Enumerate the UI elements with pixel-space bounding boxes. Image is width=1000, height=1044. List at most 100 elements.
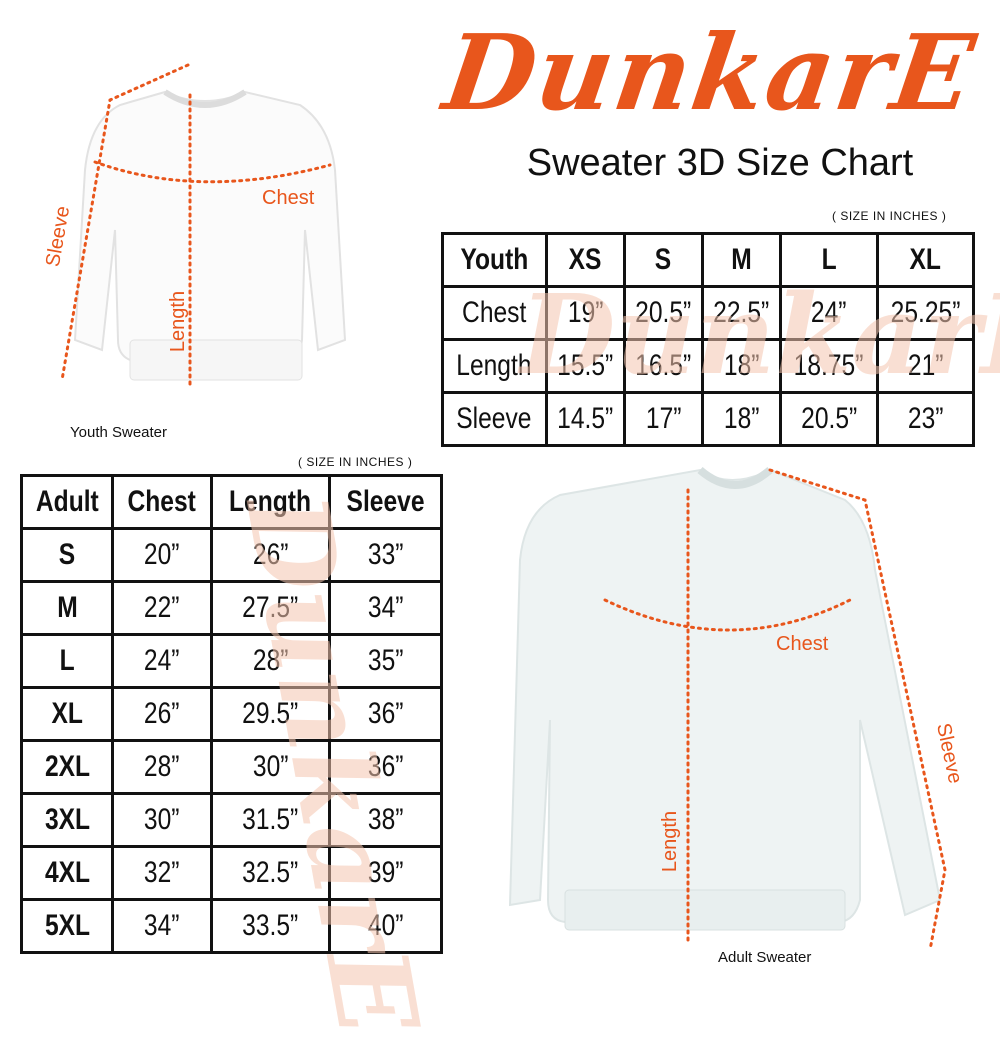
header-cell: Youth [441,232,548,288]
header-text: Sleeve [346,485,425,518]
adult-length-label: Length [659,810,682,873]
value-cell: 26” [111,686,213,742]
cell-text: 38” [367,803,404,836]
value-cell: 18” [700,391,783,447]
youth-sweater-image [73,89,347,381]
cell-text: 14.5” [557,402,614,435]
header-cell: Chest [111,474,213,530]
cell-text: 22.5” [713,296,770,329]
cell-text: 40” [367,909,404,942]
value-cell: 23” [875,391,976,447]
row-label-cell: 2XL [19,739,115,795]
cell-text: 25.25” [890,296,961,329]
cell-text: 34” [144,909,180,942]
row-label-cell: S [19,527,115,583]
value-cell: 39” [327,845,444,901]
cell-text: 2XL [44,750,90,783]
table-row: Length 15.5” 16.5” 18” 18.75” 21” [441,338,976,394]
header-text: Adult [35,485,99,518]
table-row: Chest 19” 20.5” 22.5” 24” 25.25” [441,285,976,341]
value-cell: 20” [111,527,213,583]
value-cell: 30” [111,792,213,848]
table-row: 4XL 32” 32.5” 39” [19,845,444,901]
header-cell: Sleeve [327,474,444,530]
cell-text: XL [51,697,83,730]
table-header-row: Adult Chest Length Sleeve [19,474,444,530]
cell-text: Length [456,349,532,382]
cell-text: 15.5” [557,349,614,382]
cell-text: 36” [367,750,404,783]
adult-unit-note: ( SIZE IN INCHES ) [298,455,413,469]
value-cell: 36” [327,686,444,742]
value-cell: 14.5” [544,391,626,447]
cell-text: 5XL [44,909,90,942]
header-cell: L [779,232,879,288]
cell-text: M [56,591,78,624]
page-title: Sweater 3D Size Chart [526,142,914,184]
table-header-row: Youth XS S M L XL [441,232,976,288]
value-cell: 38” [327,792,444,848]
header-text: Youth [460,243,529,276]
header-cell: XL [875,232,976,288]
row-label-cell: L [19,633,115,689]
value-cell: 21” [875,338,976,394]
cell-text: 32.5” [242,856,299,889]
youth-measure-lines [60,63,332,387]
value-cell: 18” [700,338,783,394]
value-cell: 28” [209,633,331,689]
cell-text: 26” [252,538,289,571]
value-cell: 31.5” [209,792,331,848]
table-row: Sleeve 14.5” 17” 18” 20.5” 23” [441,391,976,447]
cell-text: 24” [811,296,847,329]
cell-text: 20.5” [635,296,692,329]
value-cell: 22” [111,580,213,636]
value-cell: 27.5” [209,580,331,636]
cell-text: 20.5” [800,402,857,435]
youth-size-table: Youth XS S M L XL Chest 19” 20.5” 22.5” 24” 25.25” L… [441,232,976,447]
header-cell: Length [209,474,331,530]
youth-chest-label: Chest [262,187,315,209]
cell-text: 24” [144,644,180,677]
sweater-illustrations [60,63,947,952]
value-cell: 19” [544,285,626,341]
row-label-cell: 3XL [19,792,115,848]
header-text: Chest [127,485,197,518]
table-row: S 20” 26” 33” [19,527,444,583]
cell-text: 30” [252,750,289,783]
table-row: XL 26” 29.5” 36” [19,686,444,742]
cell-text: 21” [907,349,944,382]
value-cell: 40” [327,898,444,954]
cell-text: 33.5” [242,909,299,942]
adult-chest-label: Chest [776,633,829,655]
cell-text: S [58,538,76,571]
row-label-cell: 4XL [19,845,115,901]
table-row: 2XL 28” 30” 36” [19,739,444,795]
youth-caption: Youth Sweater [70,424,168,441]
value-cell: 35” [327,633,444,689]
header-cell: M [700,232,783,288]
table-row: L 24” 28” 35” [19,633,444,689]
value-cell: 32.5” [209,845,331,901]
value-cell: 36” [327,739,444,795]
cell-text: 32” [144,856,180,889]
cell-text: L [59,644,75,677]
header-text: Length [229,485,312,518]
header-text: L [821,243,837,276]
value-cell: 26” [209,527,331,583]
youth-length-label: Length [167,290,190,353]
cell-text: 20” [144,538,180,571]
cell-text: Chest [462,296,527,329]
value-cell: 15.5” [544,338,626,394]
row-label-cell: M [19,580,115,636]
adult-caption: Adult Sweater [718,949,812,966]
value-cell: 18.75” [779,338,879,394]
value-cell: 29.5” [209,686,331,742]
cell-text: 31.5” [242,803,299,836]
value-cell: 20.5” [622,285,705,341]
table-row: M 22” 27.5” 34” [19,580,444,636]
cell-text: 19” [567,296,604,329]
value-cell: 32” [111,845,213,901]
value-cell: 17” [622,391,705,447]
cell-text: 39” [367,856,404,889]
row-label-cell: Sleeve [441,391,548,447]
